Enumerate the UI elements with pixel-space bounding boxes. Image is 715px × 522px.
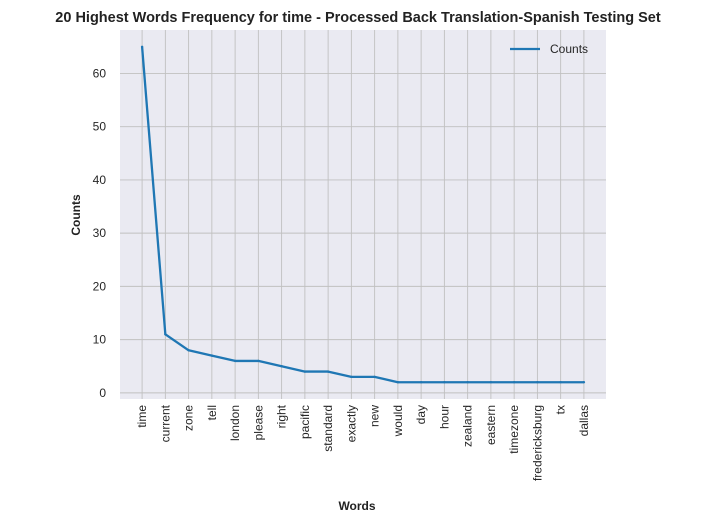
plot-area: [120, 30, 606, 399]
x-tick-label: current: [158, 404, 172, 442]
x-tick-label: london: [228, 405, 242, 441]
x-tick-label: exactly: [344, 405, 358, 442]
data-point: [559, 381, 562, 384]
data-point: [233, 359, 237, 363]
y-tick-label: 0: [99, 386, 106, 400]
x-tick-label: timezone: [507, 405, 521, 454]
x-tick-label: please: [251, 405, 265, 441]
data-point: [257, 359, 260, 363]
data-point: [512, 381, 516, 384]
data-point: [350, 375, 353, 379]
series-line-counts: [140, 46, 584, 384]
y-tick-labels: 0 10 20 30 40 50 60: [93, 66, 107, 399]
x-tick-label: tx: [554, 405, 568, 414]
y-gridlines: [120, 72, 606, 394]
y-tick-label: 10: [93, 333, 107, 347]
data-point: [210, 354, 214, 357]
y-tick-label: 50: [93, 120, 107, 134]
data-point: [419, 381, 423, 384]
data-point: [326, 370, 330, 373]
x-tick-label: zone: [182, 405, 196, 431]
data-points: [140, 45, 586, 384]
legend-label-counts: Counts: [550, 42, 588, 56]
data-point: [443, 381, 446, 384]
data-point: [303, 370, 307, 373]
x-tick-label: hour: [437, 405, 451, 429]
legend: Counts: [510, 42, 588, 56]
x-tick-label: standard: [321, 405, 335, 452]
x-tick-label: pacific: [298, 405, 312, 439]
y-tick-label: 30: [93, 226, 107, 240]
data-point: [373, 375, 376, 379]
x-axis-label: Words: [338, 499, 375, 513]
data-point: [187, 349, 190, 352]
chart-title: 20 Highest Words Frequency for time - Pr…: [55, 10, 661, 26]
data-point: [489, 381, 493, 384]
x-tick-label: tell: [205, 405, 219, 420]
x-tick-label: would: [391, 405, 405, 437]
x-tick-labels: time current zone tell london please right paci…: [135, 404, 591, 481]
y-tick-label: 20: [93, 279, 107, 293]
data-point: [582, 381, 586, 384]
x-tick-label: zealand: [461, 405, 475, 447]
x-tick-label: right: [275, 404, 289, 428]
data-point: [396, 381, 400, 384]
x-tick-label: eastern: [484, 405, 498, 445]
data-point: [536, 381, 539, 384]
data-point: [164, 333, 167, 336]
y-tick-label: 40: [93, 173, 107, 187]
y-tick-label: 60: [93, 66, 107, 80]
data-point: [140, 45, 144, 48]
data-point: [466, 381, 469, 384]
y-axis-label: Counts: [69, 194, 83, 236]
data-point: [280, 365, 283, 368]
x-tick-label: time: [135, 405, 149, 428]
x-tick-label: new: [368, 405, 382, 427]
x-tick-label: day: [414, 405, 428, 424]
x-tick-label: dallas: [577, 405, 591, 436]
x-gridlines: [141, 30, 585, 399]
x-tick-label: fredericksburg: [530, 405, 544, 481]
